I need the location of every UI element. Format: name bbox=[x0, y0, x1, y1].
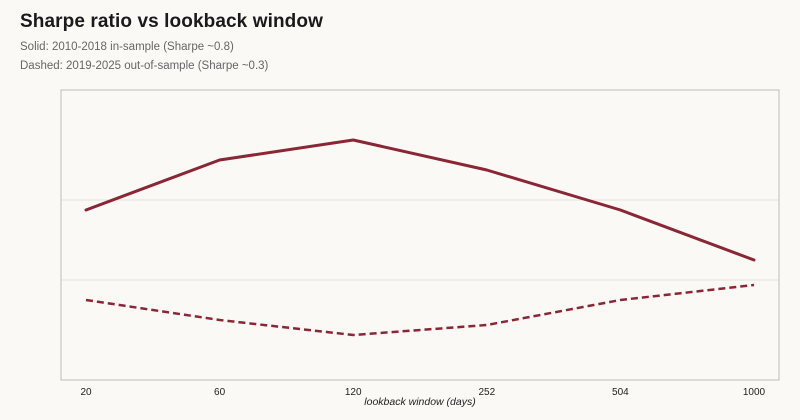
x-tick-label: 120 bbox=[345, 387, 362, 398]
subtitle-solid-series: Solid: 2010-2018 in-sample (Sharpe ~0.8) bbox=[20, 41, 234, 53]
series-lines bbox=[84, 138, 756, 337]
chart-title: Sharpe ratio vs lookback window bbox=[20, 11, 323, 32]
plot-frame bbox=[60, 89, 780, 381]
x-tick-label: 504 bbox=[612, 387, 629, 398]
x-tick-label: 60 bbox=[214, 387, 226, 398]
grid-lines bbox=[61, 199, 779, 281]
x-axis-label: lookback window (days) bbox=[364, 396, 475, 408]
x-tick-label: 1000 bbox=[743, 387, 766, 398]
series-line-dashed bbox=[85, 283, 755, 337]
x-tick-label: 20 bbox=[80, 387, 92, 398]
subtitle-dashed-series: Dashed: 2019-2025 out-of-sample (Sharpe … bbox=[20, 60, 269, 72]
x-tick-label: 252 bbox=[478, 387, 495, 398]
x-tick-labels: 20 60 120 252 504 1000 bbox=[80, 387, 765, 398]
series-line-solid bbox=[84, 138, 756, 262]
